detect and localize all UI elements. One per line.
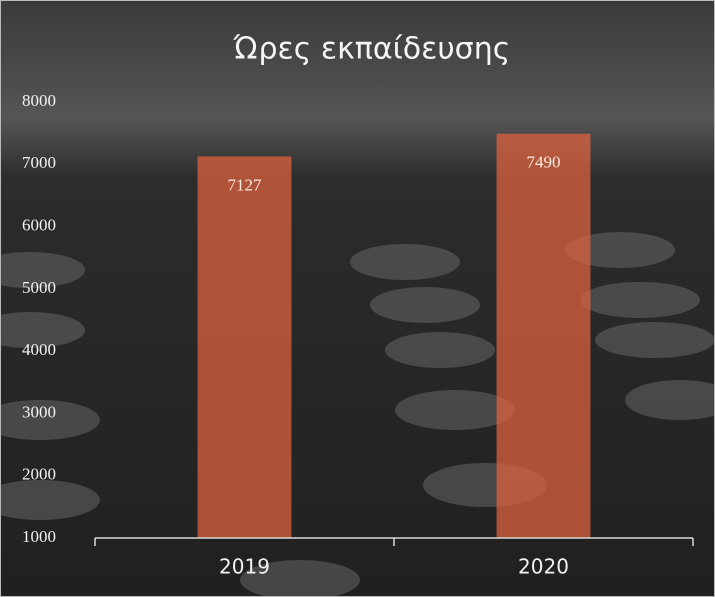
data-label: 7490 <box>527 153 561 172</box>
x-tick-label: 2020 <box>518 555 569 579</box>
bar <box>496 133 591 538</box>
x-tick-label: 2019 <box>219 555 270 579</box>
bar <box>197 156 292 538</box>
y-tick-label: 5000 <box>22 278 56 297</box>
data-label: 7127 <box>228 175 263 194</box>
y-tick-label: 2000 <box>22 465 56 484</box>
y-tick-label: 4000 <box>22 340 56 359</box>
y-tick-label: 3000 <box>22 402 56 421</box>
chart-title: Ώρες εκπαίδευσης <box>233 32 511 67</box>
y-tick-label: 7000 <box>22 153 56 172</box>
y-tick-label: 1000 <box>22 527 56 546</box>
y-tick-label: 6000 <box>22 215 56 234</box>
y-tick-label: 8000 <box>22 91 56 110</box>
